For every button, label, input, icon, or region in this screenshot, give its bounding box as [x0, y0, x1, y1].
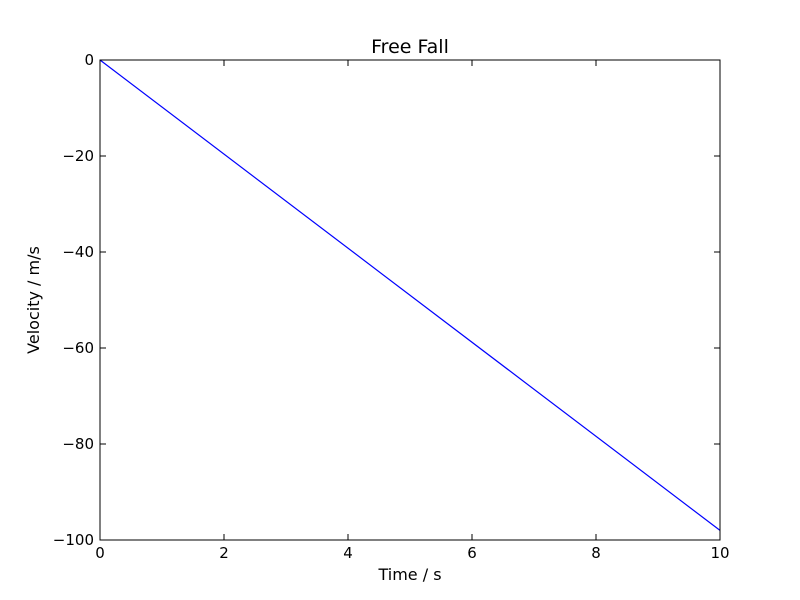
y-tick-label: 0 — [84, 51, 94, 69]
plot-frame — [99, 59, 721, 541]
y-tick-label: −80 — [62, 435, 94, 453]
series-layer — [99, 59, 721, 531]
y-tick-label: −60 — [62, 339, 94, 357]
x-tick-label: 8 — [591, 544, 601, 562]
chart-title: Free Fall — [371, 36, 449, 58]
x-tick-label: 2 — [219, 544, 229, 562]
y-tick-label: −40 — [62, 243, 94, 261]
x-tick-label: 4 — [343, 544, 353, 562]
y-tick-label: −100 — [53, 531, 94, 549]
y-axis-label: Velocity / m/s — [24, 246, 43, 354]
tick-layer: 0 2 4 6 8 10 0 −20 −40 −60 −80 −100 — [53, 51, 730, 562]
series-line — [99, 59, 721, 531]
x-tick-label: 6 — [467, 544, 477, 562]
x-tick-label: 10 — [710, 544, 729, 562]
x-tick-label: 0 — [95, 544, 105, 562]
y-tick-label: −20 — [62, 147, 94, 165]
x-axis-label: Time / s — [377, 565, 441, 584]
